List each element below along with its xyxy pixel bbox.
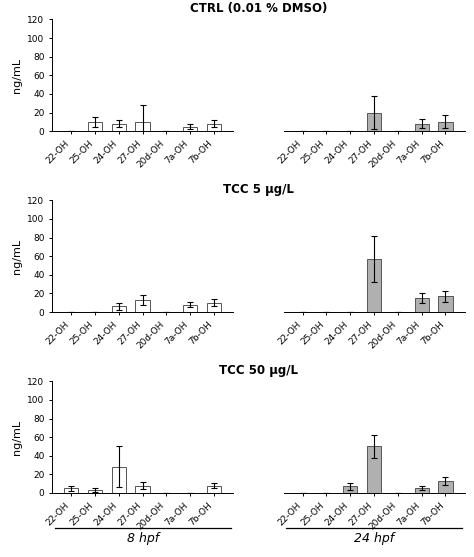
Bar bbox=[343, 486, 357, 493]
Bar bbox=[367, 259, 381, 312]
Bar bbox=[367, 113, 381, 131]
Text: CTRL (0.01 % DMSO): CTRL (0.01 % DMSO) bbox=[190, 2, 327, 15]
Bar bbox=[438, 122, 453, 131]
Bar bbox=[112, 467, 126, 493]
Bar bbox=[438, 481, 453, 493]
Bar bbox=[415, 488, 429, 493]
Y-axis label: ng/mL: ng/mL bbox=[12, 238, 22, 274]
Bar bbox=[136, 300, 150, 312]
Bar bbox=[112, 306, 126, 312]
Bar bbox=[112, 124, 126, 131]
Text: TCC 5 μg/L: TCC 5 μg/L bbox=[223, 183, 294, 196]
Y-axis label: ng/mL: ng/mL bbox=[12, 419, 22, 455]
Bar bbox=[207, 124, 221, 131]
Text: 24 hpf: 24 hpf bbox=[354, 532, 394, 545]
Bar bbox=[438, 296, 453, 312]
Bar bbox=[136, 486, 150, 493]
Text: 8 hpf: 8 hpf bbox=[127, 532, 159, 545]
Bar bbox=[88, 490, 102, 493]
Bar bbox=[367, 446, 381, 493]
Bar bbox=[88, 122, 102, 131]
Bar bbox=[207, 486, 221, 493]
Bar bbox=[207, 303, 221, 312]
Bar bbox=[183, 126, 197, 131]
Bar bbox=[415, 298, 429, 312]
Bar bbox=[415, 124, 429, 131]
Bar bbox=[183, 305, 197, 312]
Y-axis label: ng/mL: ng/mL bbox=[12, 58, 22, 93]
Bar bbox=[64, 488, 78, 493]
Text: TCC 50 μg/L: TCC 50 μg/L bbox=[219, 364, 298, 377]
Bar bbox=[136, 122, 150, 131]
